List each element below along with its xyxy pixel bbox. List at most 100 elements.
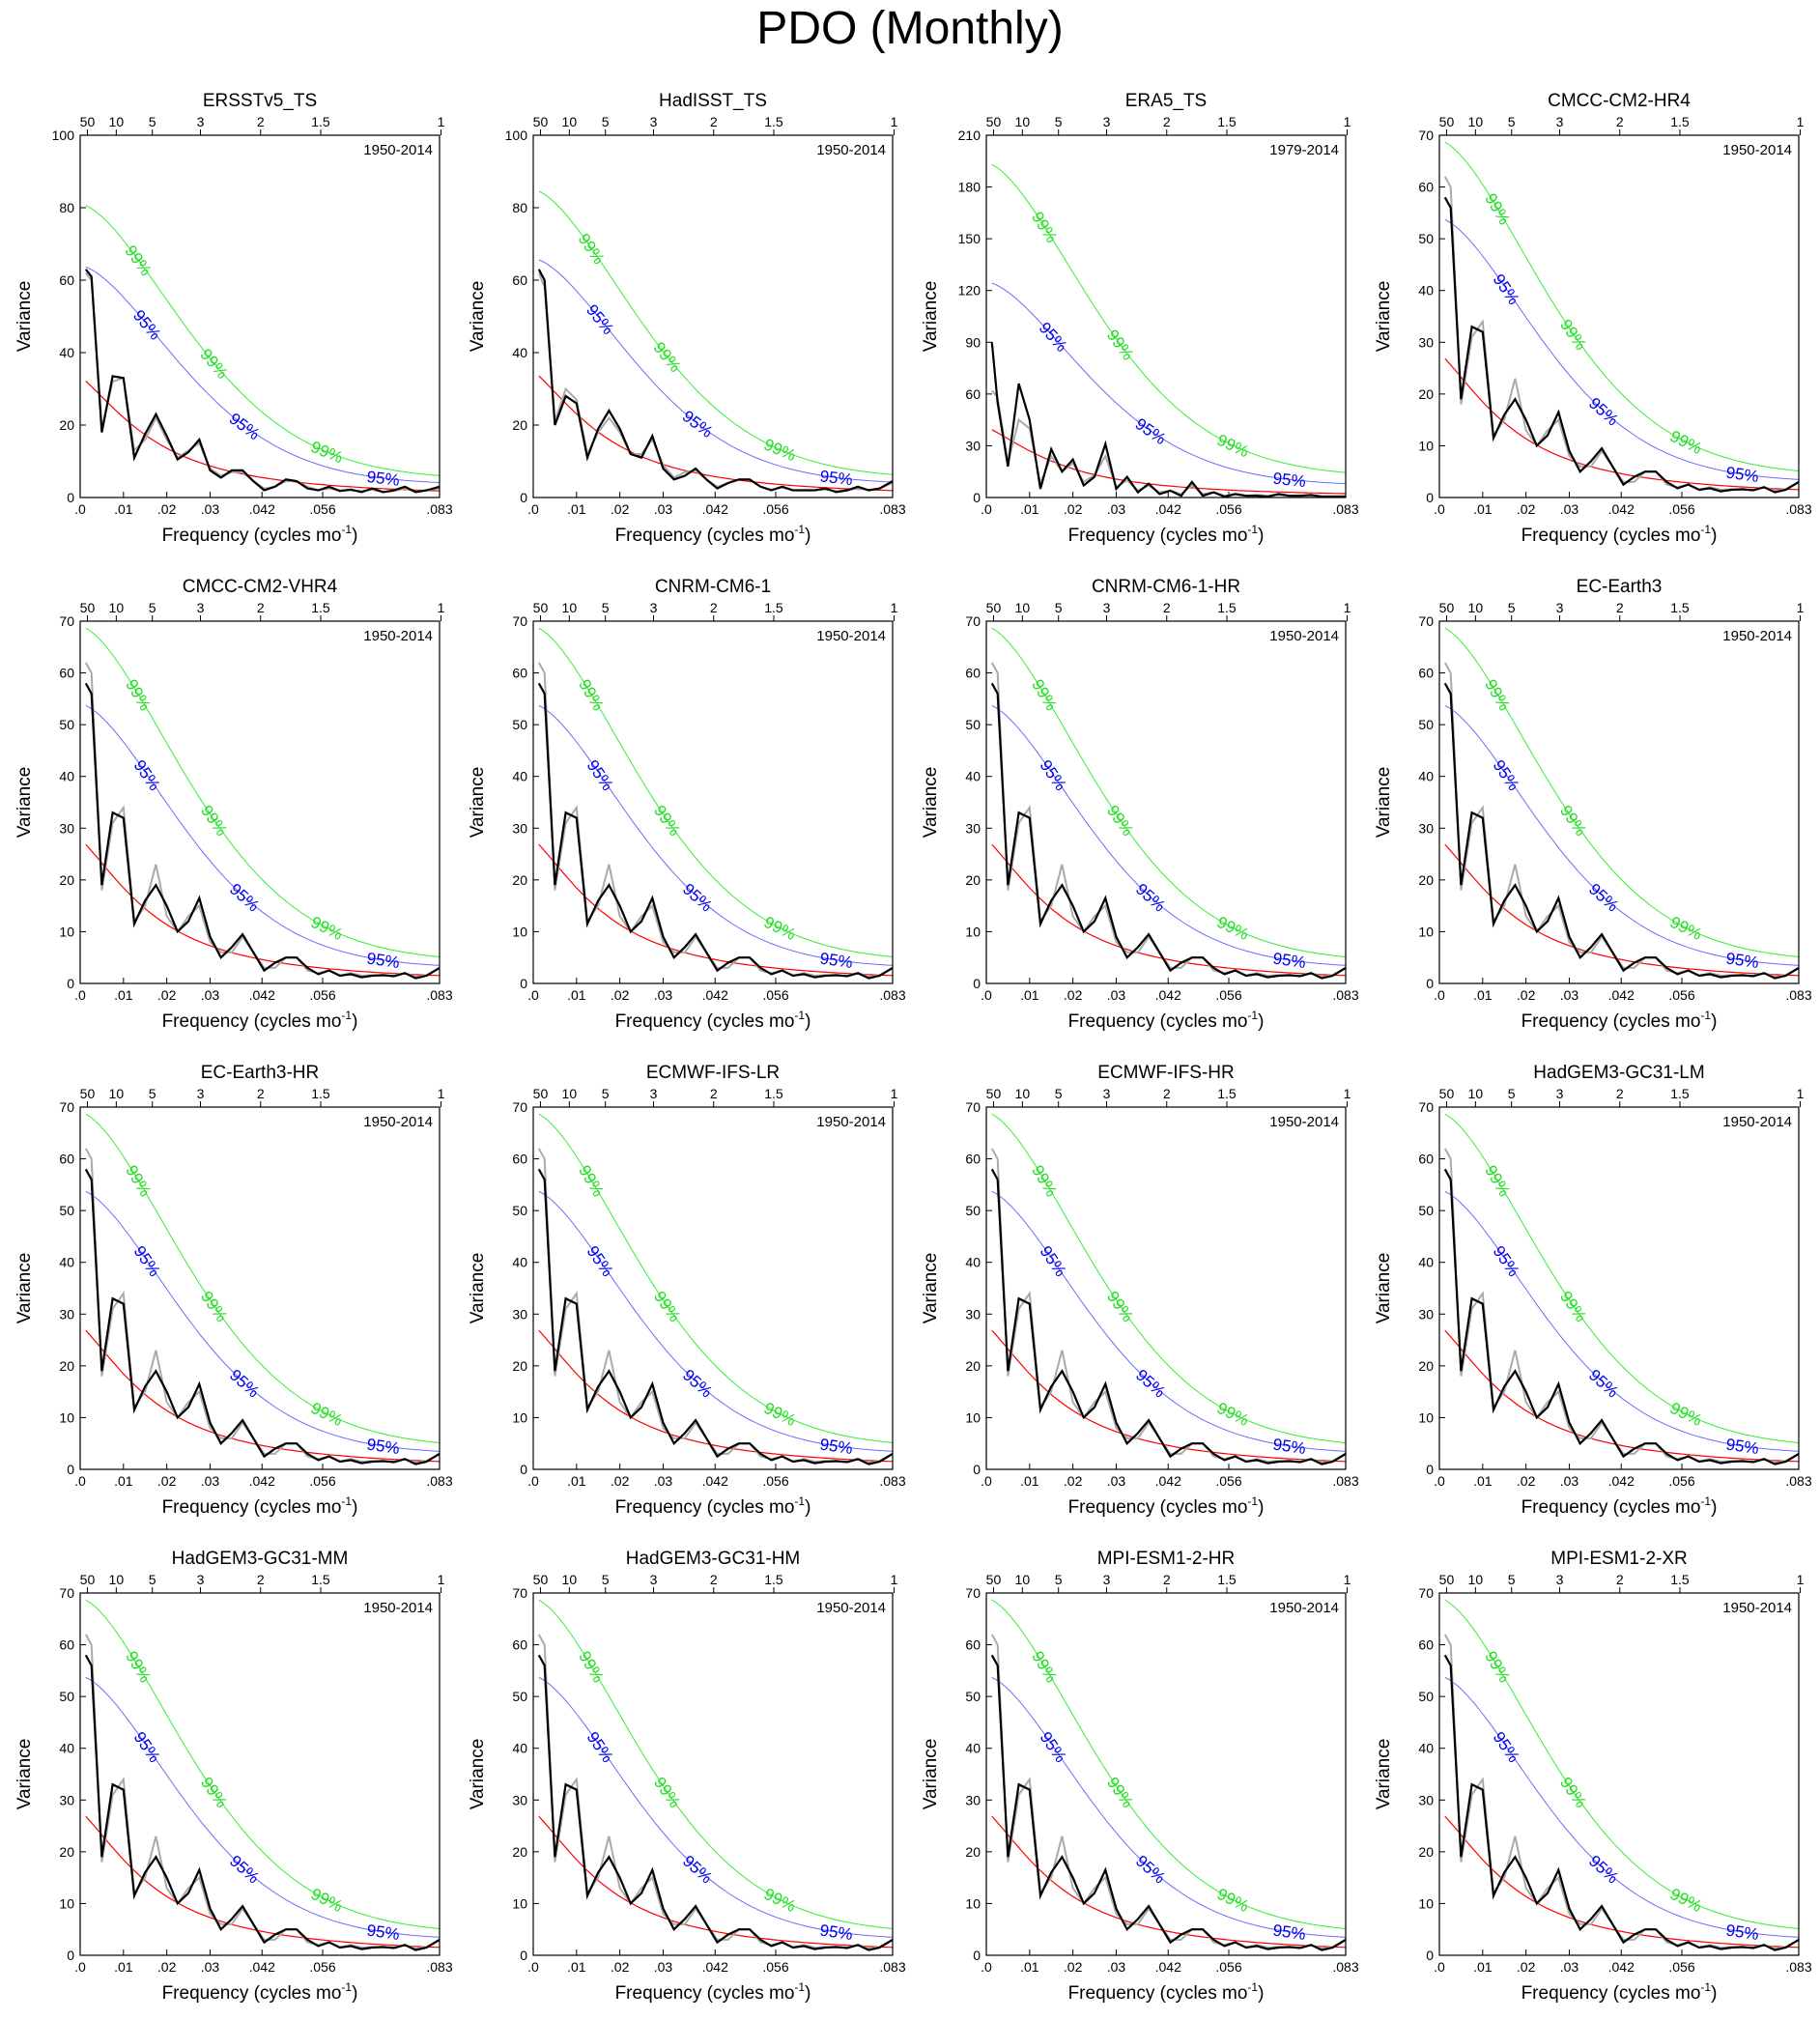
spectrum-gray-line: [85, 271, 441, 494]
x-tick-label: .083: [426, 1959, 452, 1975]
confidence-95-label: 95%: [1724, 1921, 1759, 1945]
period-label: 1950-2014: [363, 628, 433, 644]
spectrum-line: [990, 1168, 1347, 1465]
y-tick-label: 30: [965, 820, 981, 836]
confidence-95-line: [991, 1190, 1347, 1452]
y-tick-label: 20: [512, 872, 527, 888]
period-tick-label: 5: [1508, 114, 1516, 129]
period-tick-label: 50: [1439, 114, 1455, 129]
confidence-99-label: 99%: [1556, 1774, 1590, 1811]
y-tick-label: 0: [520, 976, 527, 991]
period-tick-label: 1: [891, 1572, 898, 1587]
period-label: 1950-2014: [816, 1114, 886, 1130]
spectrum-line: [1443, 196, 1800, 494]
x-tick-label: .03: [1560, 1473, 1579, 1489]
period-tick-label: 10: [1015, 114, 1031, 129]
plot-frame: [79, 134, 441, 498]
y-axis-label: Variance: [1374, 1253, 1394, 1324]
x-tick-label: .042: [1608, 987, 1635, 1003]
panel-title: CNRM-CM6-1-HR: [1092, 577, 1240, 597]
panel-hadgem3-gc31-hm: HadGEM3-GC31-HM 50 10 5 3 2 1.5 1 .0 .01 .02 .03 .04…: [468, 1549, 906, 2004]
x-tick-label: .01: [567, 1959, 586, 1975]
confidence-99-label: 99%: [1214, 1399, 1252, 1430]
period-tick-label: 50: [533, 1572, 549, 1587]
y-tick-label: 80: [59, 200, 74, 215]
period-tick-label: 3: [197, 114, 205, 129]
x-tick-label: .01: [567, 1473, 586, 1489]
confidence-99-label: 99%: [197, 802, 231, 839]
confidence-99-label: 99%: [1481, 190, 1514, 228]
period-tick-label: 1: [438, 114, 445, 129]
confidence-99-line: [991, 1599, 1347, 1929]
x-axis-label: Frequency (cycles mo-1): [1521, 1980, 1718, 2004]
x-tick-label: .02: [157, 1959, 177, 1975]
x-tick-label: .0: [1434, 1473, 1445, 1489]
period-tick-label: 1.5: [1217, 1086, 1237, 1101]
confidence-99-line: [85, 627, 441, 957]
confidence-99-label: 99%: [308, 1399, 346, 1430]
period-tick-label: 3: [1103, 600, 1111, 615]
y-tick-label: 20: [1418, 872, 1434, 888]
y-tick-label: 40: [965, 1255, 981, 1270]
y-axis-label: Variance: [921, 767, 941, 839]
panel-hadgem3-gc31-lm: HadGEM3-GC31-LM 50 10 5 3 2 1.5 1 .0 .01 .02 .03 .04…: [1374, 1063, 1812, 1518]
x-tick-label: .01: [114, 1473, 133, 1489]
confidence-95-line: [85, 1676, 441, 1938]
x-tick-label: .056: [1215, 501, 1241, 517]
y-tick-label: 100: [505, 128, 528, 143]
confidence-99-line: [85, 1113, 441, 1443]
x-tick-label: .02: [157, 501, 177, 517]
confidence-99-label: 99%: [650, 1774, 684, 1811]
confidence-95-line: [991, 704, 1347, 966]
period-tick-label: 2: [1163, 600, 1171, 615]
x-axis-label: Frequency (cycles mo-1): [1521, 1009, 1718, 1032]
confidence-99-line: [1444, 141, 1800, 471]
confidence-99-label: 99%: [649, 339, 684, 376]
confidence-95-line: [85, 704, 441, 966]
y-tick-label: 40: [512, 769, 527, 784]
period-tick-label: 2: [710, 1572, 718, 1587]
period-tick-label: 1.5: [311, 600, 330, 615]
confidence-99-label: 99%: [1028, 209, 1061, 246]
plot-frame: [532, 1592, 894, 1956]
plot-frame: [79, 1592, 441, 1956]
red-noise-line: [991, 1329, 1347, 1463]
confidence-99-label: 99%: [1667, 427, 1705, 458]
red-noise-line: [991, 843, 1347, 977]
y-tick-label: 70: [1418, 613, 1434, 629]
period-tick-label: 1: [1344, 600, 1351, 615]
confidence-95-label: 95%: [365, 1921, 400, 1945]
period-tick-label: 2: [1616, 1572, 1624, 1587]
y-tick-label: 0: [520, 490, 527, 505]
confidence-99-label: 99%: [122, 1648, 155, 1686]
period-tick-label: 5: [149, 1572, 156, 1587]
y-axis-label: Variance: [468, 767, 488, 839]
y-tick-label: 40: [1418, 1741, 1434, 1756]
period-tick-label: 1: [438, 1086, 445, 1101]
panel-title: ECMWF-IFS-LR: [646, 1063, 780, 1083]
x-tick-label: .042: [1155, 987, 1181, 1003]
panel-title: HadGEM3-GC31-LM: [1533, 1063, 1704, 1083]
confidence-99-label: 99%: [1556, 1288, 1590, 1325]
period-tick-label: 10: [562, 1572, 578, 1587]
confidence-99-label: 99%: [121, 242, 155, 279]
y-tick-label: 40: [59, 769, 74, 784]
period-tick-label: 3: [650, 1572, 658, 1587]
panel-mpi-esm1-2-hr: MPI-ESM1-2-HR 50 10 5 3 2 1.5 1 .0 .01 .02 .03 .042.…: [921, 1549, 1359, 2004]
period-tick-label: 2: [257, 1572, 265, 1587]
x-axis-label: Frequency (cycles mo-1): [162, 523, 358, 546]
x-tick-label: .02: [1517, 987, 1536, 1003]
y-tick-label: 70: [512, 1099, 527, 1115]
y-tick-label: 50: [512, 1203, 527, 1218]
x-tick-label: .01: [567, 987, 586, 1003]
period-label: 1950-2014: [816, 628, 886, 644]
x-tick-label: .02: [611, 1959, 630, 1975]
x-tick-label: .042: [702, 1959, 728, 1975]
confidence-95-label: 95%: [818, 1921, 853, 1945]
period-tick-label: 10: [562, 114, 578, 129]
y-tick-label: 70: [59, 613, 74, 629]
y-tick-label: 10: [1418, 924, 1434, 939]
y-tick-label: 20: [512, 1358, 527, 1374]
x-tick-label: .01: [114, 501, 133, 517]
